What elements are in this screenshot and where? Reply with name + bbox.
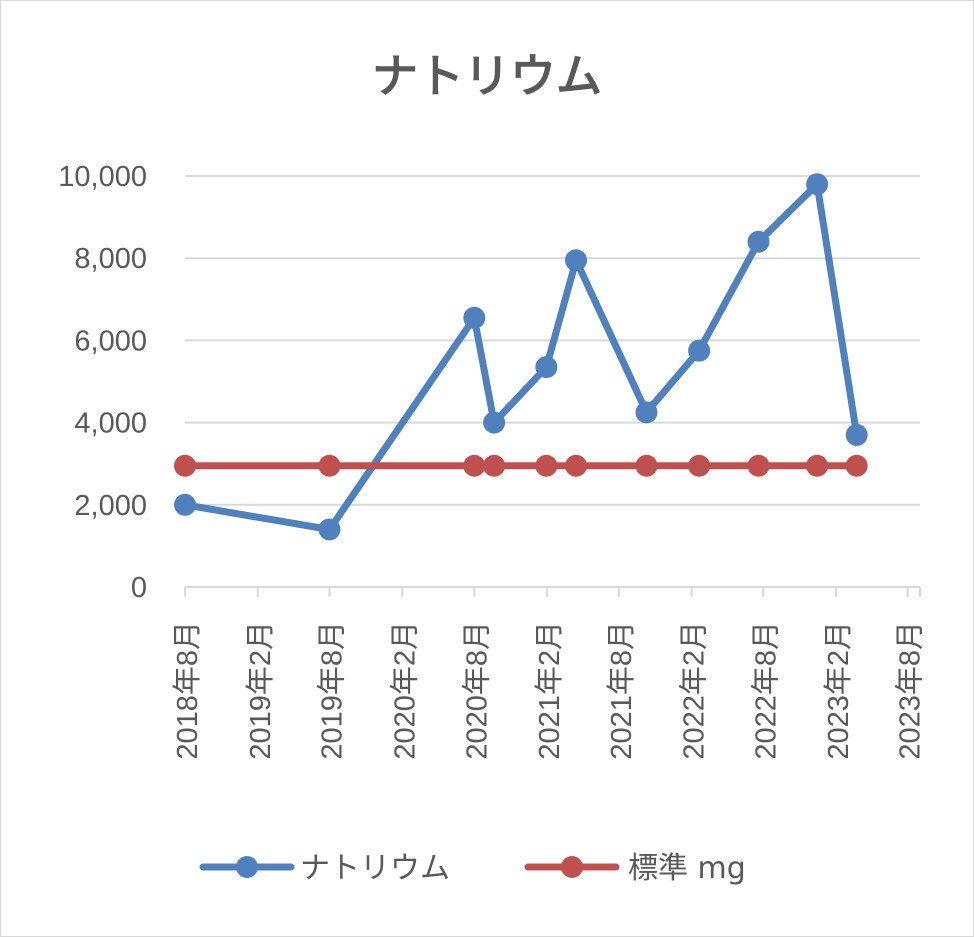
data-point [845,454,868,477]
data-point [483,411,506,434]
y-tick-label: 0 [131,572,147,604]
data-point [635,401,658,424]
data-point [318,454,341,477]
data-point [635,454,658,477]
data-point [806,454,829,477]
legend-marker [561,856,583,878]
data-point [483,454,506,477]
legend: ナトリウム 標準 mg [199,851,746,886]
data-point [688,454,711,477]
y-tick-label: 8,000 [74,243,147,275]
data-point [535,356,558,379]
data-point [463,306,486,329]
data-point [565,249,588,272]
legend-label: ナトリウム [300,851,450,886]
data-point [747,454,770,477]
data-point [565,454,588,477]
data-point [318,518,341,541]
x-tick-label: 2019年2月 [244,621,277,760]
y-tick-label: 2,000 [74,490,147,522]
data-point [845,423,868,446]
x-tick-label: 2020年2月 [388,621,421,760]
y-axis-ticks: 0 2,000 4,000 6,000 8,000 10,000 [58,161,147,604]
data-point [806,173,829,196]
y-tick-label: 10,000 [58,161,147,193]
x-tick-label: 2021年2月 [533,621,566,760]
x-tick-label: 2019年8月 [315,621,348,760]
x-tick-label: 2021年8月 [605,621,638,760]
series-group [174,173,868,541]
legend-marker [236,856,258,878]
data-point [747,230,770,253]
data-point [174,493,196,516]
x-tick-label: 2022年2月 [678,621,711,760]
y-tick-label: 4,000 [74,408,147,440]
legend-label: 標準 mg [628,851,746,886]
data-point [174,454,196,477]
y-tick-label: 6,000 [74,325,147,357]
data-point [535,454,558,477]
data-point [463,454,486,477]
chart-title: ナトリウム [372,49,602,103]
data-point [688,339,711,362]
x-tick-label: 2023年2月 [822,621,855,760]
x-tick-label: 2020年8月 [460,621,493,760]
x-tick-label: 2023年8月 [894,621,927,760]
x-tick-label: 2018年8月 [171,621,204,760]
x-axis: 2018年8月 2019年2月 2019年8月 2020年2月 2020年8月 2021年… [171,586,927,760]
x-tick-label: 2022年8月 [749,621,782,760]
